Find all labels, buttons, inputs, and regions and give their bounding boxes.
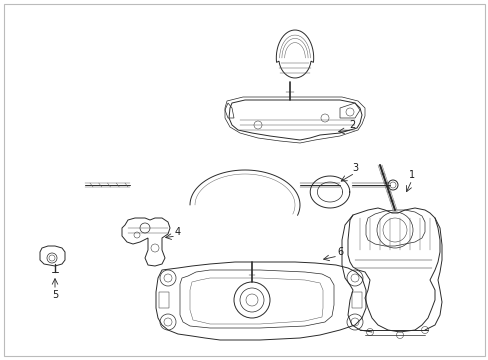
Text: 2: 2: [348, 120, 354, 130]
Text: 3: 3: [351, 163, 357, 173]
Text: 5: 5: [52, 290, 58, 300]
Text: 6: 6: [336, 247, 343, 257]
Text: 1: 1: [408, 170, 414, 180]
Text: 4: 4: [175, 227, 181, 237]
